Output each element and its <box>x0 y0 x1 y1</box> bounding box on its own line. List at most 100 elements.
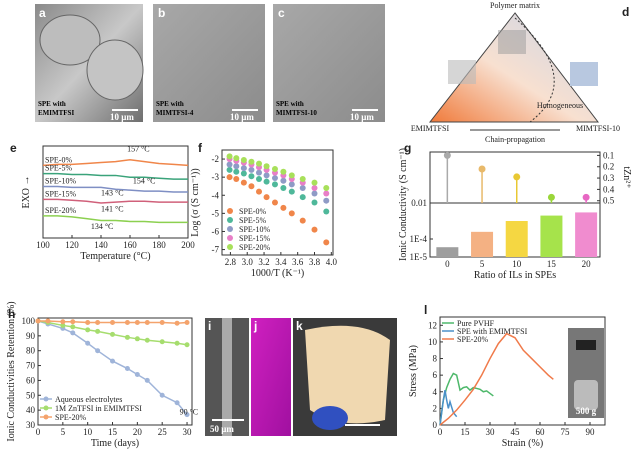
panel-label: d <box>622 5 629 19</box>
point <box>144 337 150 343</box>
legend-label: SPE-0% <box>239 207 266 216</box>
bar <box>505 221 528 257</box>
point <box>311 199 318 206</box>
point <box>144 377 150 383</box>
y-tick-label: 12 <box>428 320 437 330</box>
point <box>124 334 130 340</box>
point <box>70 324 76 330</box>
point <box>159 392 165 398</box>
annotation: 154 °C <box>133 177 156 186</box>
point <box>248 158 255 165</box>
icon <box>498 30 526 54</box>
diagram-d: d Polymer matrix Homogeneous EMIMTFSI MI… <box>411 1 629 144</box>
caption: MIMTFSI-10 <box>276 109 317 117</box>
image-b: b SPE with MIMTFSI-4 10 μm <box>153 4 265 122</box>
point <box>288 210 295 217</box>
y-tick-label: 8 <box>433 354 438 364</box>
icon <box>570 62 598 86</box>
image-k: k <box>293 318 397 436</box>
point <box>159 339 165 345</box>
bar <box>540 215 563 257</box>
point <box>240 165 247 172</box>
point <box>95 319 101 325</box>
legend-label: SPE-20% <box>239 243 270 252</box>
legend-label: SPE-20% <box>55 413 86 422</box>
legend-marker <box>227 217 233 223</box>
point <box>248 166 255 173</box>
y-tick-label: -3 <box>212 172 220 182</box>
point <box>174 400 180 406</box>
point <box>323 185 330 192</box>
x-tick-label: 0 <box>438 427 443 437</box>
point <box>35 318 41 324</box>
point <box>144 319 150 325</box>
y-axis-label: Ionic Conductivity (S cm⁻¹) <box>398 148 409 261</box>
x-tick-label: 3.6 <box>292 257 304 267</box>
legend-label: SPE-15% <box>239 234 270 243</box>
point <box>256 188 262 195</box>
vertex-label: Polymer matrix <box>490 1 540 10</box>
point <box>60 322 66 328</box>
x-tick-label: 3.8 <box>309 257 321 267</box>
point <box>263 178 270 185</box>
region-label: Homogeneous <box>537 101 583 110</box>
scale-label: 10 μm <box>230 112 254 122</box>
film <box>305 325 390 424</box>
x-tick-label: 5 <box>480 259 485 269</box>
inset-label: 500 g <box>576 406 597 416</box>
point <box>478 165 486 173</box>
legend-label: SPE-10% <box>239 225 270 234</box>
x-tick-label: 140 <box>94 240 108 250</box>
point <box>263 172 270 179</box>
point <box>226 166 233 173</box>
y-axis-label: Stress (MPa) <box>408 345 419 397</box>
point <box>85 319 91 325</box>
x-tick-label: 20 <box>582 259 592 269</box>
inset-photo <box>568 328 604 418</box>
point <box>110 358 116 364</box>
annotation: 157 °C <box>127 145 150 154</box>
point <box>263 194 270 201</box>
point <box>110 319 116 325</box>
series-line <box>439 332 554 426</box>
point <box>134 371 140 377</box>
point <box>280 168 287 175</box>
y2-axis-label: tZn²⁺ <box>621 166 632 188</box>
point <box>280 177 287 184</box>
panel-label: a <box>39 6 46 20</box>
caption: MIMTFSI-4 <box>156 109 194 117</box>
point <box>311 185 318 192</box>
point <box>159 319 165 325</box>
y2-tick-label: 0.1 <box>603 150 614 160</box>
x-axis-label: Time (days) <box>91 438 139 449</box>
point <box>85 327 91 333</box>
point <box>323 208 330 215</box>
y-tick-label: 2 <box>433 403 438 413</box>
legend-marker <box>227 208 233 214</box>
point <box>299 185 306 192</box>
series-line <box>439 389 458 426</box>
x-axis-label: 1000/T (K⁻¹) <box>251 268 304 279</box>
cross-section <box>222 318 232 436</box>
point <box>70 330 76 336</box>
panel-label: f <box>198 141 203 155</box>
x-tick-label: 160 <box>123 240 137 250</box>
point <box>288 172 295 179</box>
point <box>271 181 278 188</box>
point <box>256 175 262 182</box>
y-axis-label: Ionic Conductivities Retention (%) <box>6 301 17 441</box>
y-tick-label: 0.01 <box>411 198 427 208</box>
series-label: SPE-5% <box>45 164 72 173</box>
point <box>233 155 240 162</box>
panel-label: g <box>404 141 411 155</box>
point <box>226 174 233 181</box>
panel-label: l <box>424 303 427 317</box>
y-tick-label: 30 <box>26 420 36 430</box>
panel-label: h <box>8 307 15 321</box>
caption: SPE with <box>38 100 66 108</box>
x-tick-label: 75 <box>561 427 571 437</box>
point <box>443 151 451 159</box>
scale-label: 10 μm <box>350 112 374 122</box>
point <box>240 156 247 163</box>
